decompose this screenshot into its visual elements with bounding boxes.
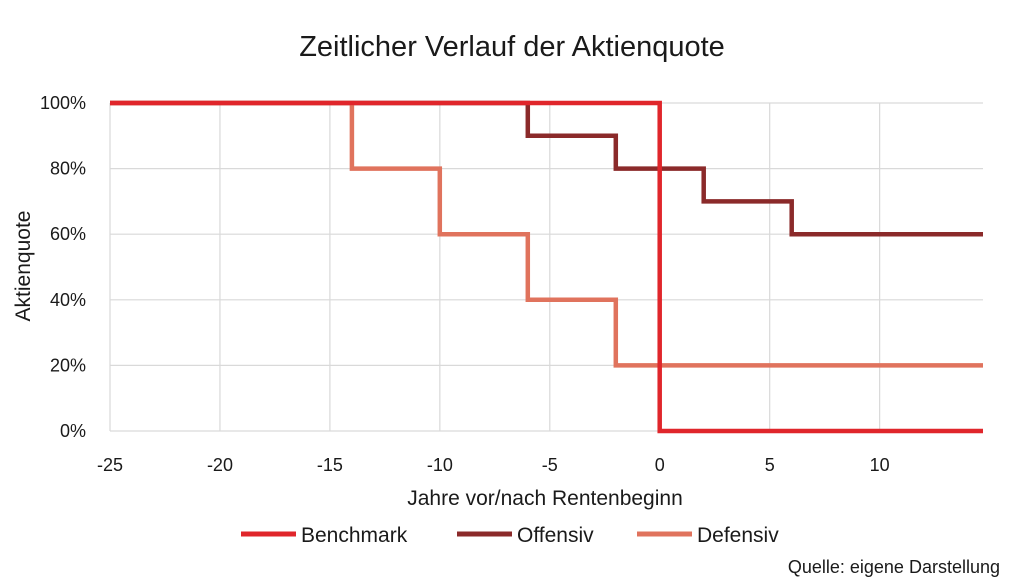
y-tick-label: 40% [50,290,86,310]
x-tick-label: 0 [655,455,665,475]
x-tick-label: -25 [97,455,123,475]
x-tick-label: -15 [317,455,343,475]
x-tick-label: -5 [542,455,558,475]
y-axis-title: Aktienquote [12,211,35,322]
source-note: Quelle: eigene Darstellung [788,557,1000,577]
gridlines [109,102,983,432]
y-tick-label: 60% [50,224,86,244]
x-tick-label: -20 [207,455,233,475]
x-tick-label: 5 [765,455,775,475]
tick-labels: 0% 20% 40% 60% 80% 100% -25 -20 -15 -10 -5 0 5 10 [40,93,890,475]
legend-label-defensiv: Defensiv [697,524,779,547]
y-tick-label: 100% [40,93,86,113]
series-line-defensiv [110,100,983,368]
x-tick-label: 10 [870,455,890,475]
x-axis-title: Jahre vor/nach Rentenbeginn [407,487,683,510]
series-line-benchmark [110,100,983,434]
y-tick-label: 20% [50,355,86,375]
legend-label-offensiv: Offensiv [517,524,594,547]
y-tick-label: 0% [60,421,86,441]
chart-title: Zeitlicher Verlauf der Aktienquote [299,31,725,63]
y-tick-label: 80% [50,159,86,179]
series-lines [110,100,983,434]
legend: Benchmark Offensiv Defensiv [241,524,779,547]
x-tick-label: -10 [427,455,453,475]
legend-label-benchmark: Benchmark [301,524,408,547]
